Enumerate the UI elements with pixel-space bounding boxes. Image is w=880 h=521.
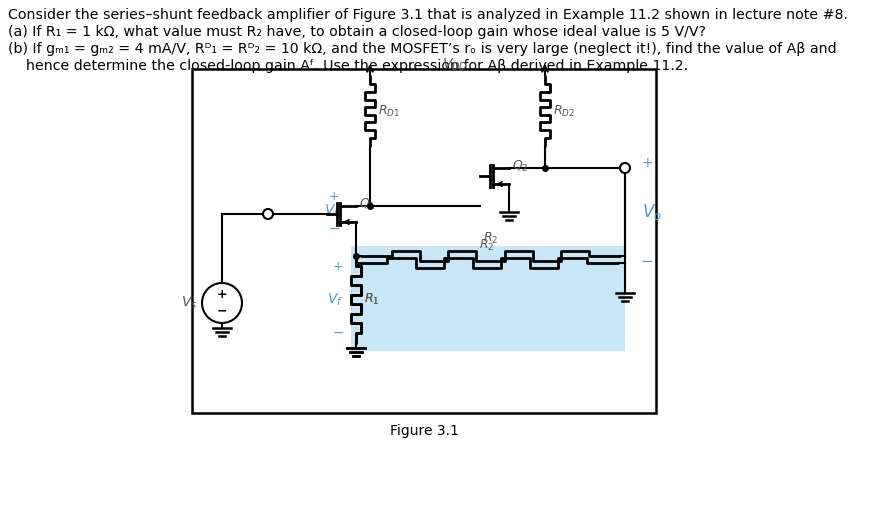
Bar	[351, 246, 625, 351]
Text: Consider the series–shunt feedback amplifier of Figure 3.1 that is analyzed in E: Consider the series–shunt feedback ampli…	[8, 8, 847, 22]
Text: hence determine the closed-loop gain Aᶠ. Use the expression for Aβ derived in Ex: hence determine the closed-loop gain Aᶠ.…	[8, 59, 688, 73]
Text: $V_i$: $V_i$	[324, 203, 338, 219]
Text: $R_{D1}$: $R_{D1}$	[378, 104, 400, 119]
Text: $Q_2$: $Q_2$	[512, 158, 529, 173]
Text: (b) If gₘ₁ = gₘ₂ = 4 mA/V, Rᴰ₁ = Rᴰ₂ = 10 kΩ, and the MOSFET’s rₒ is very large : (b) If gₘ₁ = gₘ₂ = 4 mA/V, Rᴰ₁ = Rᴰ₂ = 1…	[8, 42, 837, 56]
Text: +: +	[329, 190, 340, 203]
Bar	[192, 69, 656, 413]
Text: $R_1$: $R_1$	[364, 292, 379, 307]
Text: $R_{D2}$: $R_{D2}$	[553, 104, 575, 119]
Text: $R_1$: $R_1$	[364, 292, 379, 307]
Text: $V_f$: $V_f$	[327, 291, 343, 308]
Text: $Q_1$: $Q_1$	[359, 196, 376, 212]
Circle shape	[263, 209, 273, 219]
Text: (a) If R₁ = 1 kΩ, what value must R₂ have, to obtain a closed-loop gain whose id: (a) If R₁ = 1 kΩ, what value must R₂ hav…	[8, 25, 706, 39]
Text: −: −	[328, 222, 340, 236]
Text: −: −	[332, 326, 344, 340]
Text: +: +	[333, 259, 343, 272]
Text: +: +	[642, 156, 653, 170]
Text: $V_o$: $V_o$	[642, 202, 662, 222]
Text: −: −	[216, 304, 227, 317]
Text: $R_2$: $R_2$	[483, 230, 498, 245]
Text: −: −	[641, 254, 653, 268]
Text: $R_2$: $R_2$	[480, 238, 495, 253]
Text: $V_{DD}$: $V_{DD}$	[442, 57, 468, 73]
Text: Figure 3.1: Figure 3.1	[390, 424, 458, 438]
Text: $V_s$: $V_s$	[180, 295, 197, 311]
Circle shape	[620, 163, 630, 173]
Text: +: +	[216, 289, 227, 302]
